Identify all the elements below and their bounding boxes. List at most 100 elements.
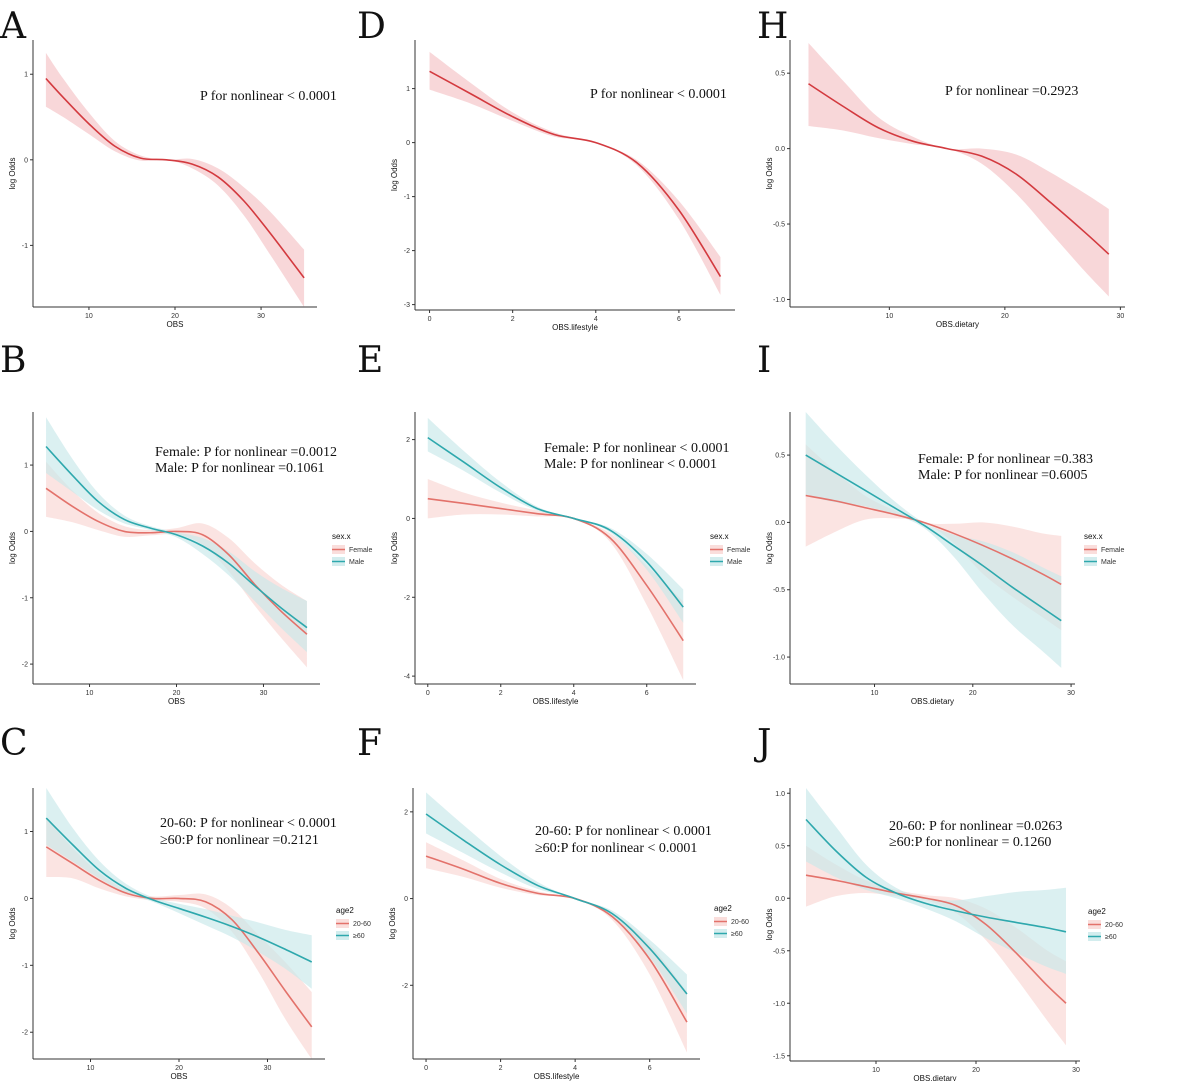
y-tick-label: -2 (404, 248, 410, 255)
legend: age2 20-60 ≥60 (714, 904, 749, 938)
y-tick-label: 2 (404, 809, 408, 816)
confidence-band-male (805, 412, 1062, 668)
x-tick-label: 10 (871, 690, 879, 697)
panel-h: H 10 20 30 0.5 0.0 -0.5 -1.0 OBS.dietary log Odds… (757, 6, 1125, 329)
series-line-group2 (805, 818, 1067, 933)
legend: age2 20-60 ≥60 (336, 906, 371, 940)
series-line-group2 (427, 436, 684, 608)
panel-letter: H (757, 6, 788, 47)
legend-title: age2 (336, 906, 354, 915)
y-axis-title: log Odds (765, 157, 774, 189)
legend-label: Female (1101, 547, 1124, 554)
y-tick-label: 2 (406, 437, 410, 444)
y-tick-label: -3 (404, 302, 410, 309)
p-value-annotation: Female: P for nonlinear < 0.0001 (544, 441, 729, 456)
panel-f: F 0 2 4 6 2 0 -2 OBS.lifestyle log Odds 20-60: P f… (357, 723, 749, 1081)
panel-i: I 10 20 30 0.5 0.0 -0.5 -1.0 OBS.dietary log Odds… (757, 340, 1124, 706)
legend-label: 20-60 (1105, 922, 1123, 929)
x-axis-title: OBS.lifestyle (552, 323, 598, 332)
y-tick-label: 1 (406, 86, 410, 93)
x-tick-label: 6 (648, 1065, 652, 1072)
panel-letter: E (357, 340, 383, 381)
x-tick-label: 30 (264, 1065, 272, 1072)
series-line-overall (429, 70, 722, 277)
series-line-group2 (45, 445, 308, 629)
legend-title: age2 (1088, 907, 1106, 916)
p-value-annotation: Male: P for nonlinear =0.6005 (918, 468, 1088, 483)
x-tick-label: 10 (87, 1065, 95, 1072)
series-line-group1 (805, 494, 1062, 586)
legend-title: age2 (714, 904, 732, 913)
panel-e: E 0 2 4 6 2 0 -2 -4 OBS.lifestyle log Odds Female: … (357, 340, 750, 706)
y-tick-label: 0 (24, 157, 28, 164)
y-tick-label: 0 (24, 896, 28, 903)
x-tick-label: 10 (85, 313, 93, 320)
series-line-overall (45, 77, 305, 279)
x-tick-label: 6 (677, 316, 681, 323)
x-tick-label: 30 (1116, 313, 1124, 320)
y-tick-label: 1 (24, 829, 28, 836)
x-tick-label: 0 (426, 690, 430, 697)
x-tick-label: 20 (171, 313, 179, 320)
y-tick-label: 0 (24, 529, 28, 536)
x-tick-label: 20 (972, 1067, 980, 1074)
y-tick-label: 1 (24, 463, 28, 470)
confidence-band-2060 (426, 842, 687, 1053)
x-tick-label: 20 (175, 1065, 183, 1072)
y-axis-title: log Odds (8, 532, 17, 564)
legend: age2 20-60 ≥60 (1088, 907, 1123, 941)
legend-title: sex.x (1084, 532, 1103, 541)
legend-label: ≥60 (731, 931, 743, 938)
legend-label: Female (727, 547, 750, 554)
p-value-annotation: P for nonlinear < 0.0001 (590, 87, 727, 102)
series-line-group2 (805, 454, 1062, 622)
series-line-group1 (45, 846, 313, 1028)
panel-letter: I (757, 340, 771, 381)
x-axis-title: OBS.dietary (913, 1074, 956, 1081)
series-line-group1 (805, 874, 1067, 1004)
legend-label: Male (349, 559, 364, 566)
x-tick-label: 20 (173, 690, 181, 697)
y-tick-label: 0.5 (775, 843, 785, 850)
p-value-annotation: Female: P for nonlinear =0.0012 (155, 445, 337, 460)
p-value-annotation: 20-60: P for nonlinear < 0.0001 (535, 824, 712, 839)
y-axis-title: log Odds (765, 908, 774, 940)
y-tick-label: 0.5 (775, 71, 785, 78)
y-tick-label: -2 (22, 1030, 28, 1037)
p-value-annotation: ≥60:P for nonlinear < 0.0001 (535, 841, 697, 856)
p-value-annotation: P for nonlinear < 0.0001 (200, 89, 337, 104)
y-axis-title: log Odds (8, 907, 17, 939)
panel-letter: J (753, 723, 771, 764)
y-tick-label: -2 (402, 983, 408, 990)
legend-label: ≥60 (1105, 934, 1117, 941)
y-tick-label: -2 (22, 662, 28, 669)
confidence-band-60 (46, 788, 312, 989)
x-tick-label: 4 (573, 1065, 577, 1072)
legend-label: ≥60 (353, 933, 365, 940)
x-tick-label: 10 (872, 1067, 880, 1074)
x-tick-label: 2 (511, 316, 515, 323)
y-tick-label: 1.0 (775, 791, 785, 798)
x-axis-title: OBS (167, 320, 184, 329)
y-tick-label: -0.5 (773, 587, 785, 594)
series-line-group2 (425, 813, 688, 995)
p-value-annotation: Male: P for nonlinear =0.1061 (155, 461, 325, 476)
y-tick-label: -0.5 (773, 222, 785, 229)
y-tick-label: -1.5 (773, 1053, 785, 1060)
x-tick-label: 2 (499, 690, 503, 697)
y-tick-label: 0 (404, 896, 408, 903)
x-tick-label: 0 (428, 316, 432, 323)
confidence-band-overall (808, 43, 1109, 297)
x-tick-label: 30 (1072, 1067, 1080, 1074)
y-axis-title: log Odds (388, 907, 397, 939)
p-value-annotation: 20-60: P for nonlinear =0.0263 (889, 819, 1062, 834)
legend-title: sex.x (710, 532, 729, 541)
y-tick-label: -1 (22, 595, 28, 602)
y-tick-label: -1.0 (773, 297, 785, 304)
x-axis-title: OBS.dietary (936, 320, 979, 329)
y-tick-label: -1 (22, 243, 28, 250)
x-axis-title: OBS (168, 697, 185, 706)
